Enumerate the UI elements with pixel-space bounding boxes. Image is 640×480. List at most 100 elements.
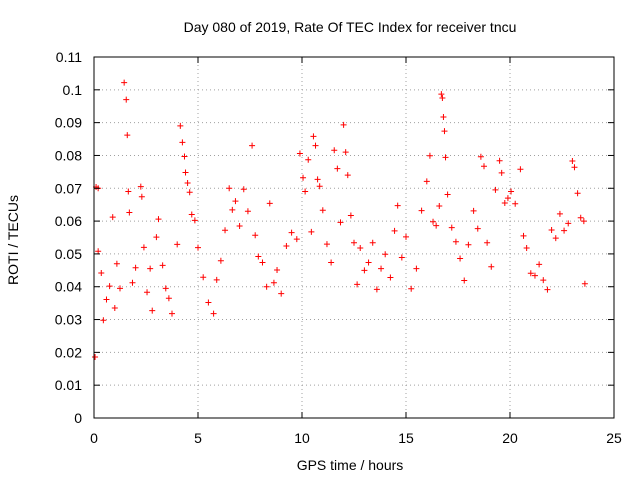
data-point — [95, 248, 102, 255]
data-point — [430, 218, 437, 225]
data-point — [296, 150, 303, 157]
data-point — [461, 277, 468, 284]
data-point — [259, 259, 266, 266]
data-point — [195, 244, 201, 251]
data-point — [249, 142, 256, 149]
data-point — [457, 255, 464, 262]
data-point — [423, 178, 430, 185]
data-point — [165, 295, 172, 302]
data-point — [305, 156, 312, 163]
data-point — [266, 200, 273, 207]
data-point — [210, 310, 217, 317]
data-point — [361, 267, 368, 274]
grid — [94, 57, 614, 418]
data-point — [213, 276, 220, 283]
data-point — [236, 223, 243, 230]
data-point — [403, 233, 409, 240]
data-point — [159, 262, 166, 269]
data-point — [387, 274, 394, 281]
data-point — [300, 174, 307, 181]
data-point — [448, 224, 455, 231]
data-point — [184, 180, 191, 187]
data-point — [470, 207, 477, 214]
data-point — [496, 157, 503, 164]
data-point — [302, 188, 309, 195]
data-point — [488, 263, 495, 270]
data-point — [334, 165, 341, 172]
y-tick-label: 0 — [74, 410, 82, 426]
data-point — [340, 121, 347, 128]
data-point — [357, 245, 364, 252]
data-point — [544, 286, 551, 293]
data-point — [263, 283, 270, 290]
data-point — [481, 163, 487, 170]
data-point — [174, 241, 181, 248]
data-point — [177, 122, 184, 129]
data-point — [109, 214, 116, 221]
y-tick-label: 0.06 — [55, 213, 82, 229]
data-point — [278, 290, 285, 297]
data-point — [418, 207, 425, 214]
data-point — [92, 353, 99, 360]
data-point — [310, 133, 317, 140]
axis-ticks: 0 5 10 15 20 25 0 0.01 0.02 0.03 0.04 0.05 0.06 0.07 0… — [55, 49, 622, 446]
data-point — [137, 183, 144, 190]
data-point — [274, 266, 281, 273]
data-point — [501, 200, 508, 207]
data-point — [438, 91, 445, 98]
y-tick-label: 0.03 — [55, 312, 82, 328]
chart-title: Day 080 of 2019, Rate Of TEC Index for r… — [184, 19, 517, 35]
y-tick-label: 0.08 — [55, 147, 82, 163]
data-point — [319, 207, 326, 214]
data-point — [398, 254, 405, 261]
data-point — [571, 164, 578, 171]
y-tick-label: 0.04 — [55, 279, 82, 295]
data-point — [132, 264, 139, 271]
data-point — [556, 210, 563, 217]
data-point — [474, 225, 481, 232]
data-point — [121, 79, 128, 86]
data-point — [365, 259, 372, 266]
x-tick-label: 0 — [90, 430, 98, 446]
data-point — [103, 296, 110, 303]
data-point — [229, 206, 236, 213]
x-axis-label: GPS time / hours — [297, 457, 404, 473]
data-point — [252, 232, 259, 239]
data-point — [452, 238, 459, 245]
data-point — [270, 279, 277, 286]
data-point — [344, 172, 351, 179]
data-point — [232, 198, 239, 205]
data-point — [124, 132, 131, 139]
data-point — [226, 185, 233, 192]
data-point — [548, 226, 555, 233]
data-point — [316, 183, 323, 190]
data-point — [314, 176, 321, 183]
data-point — [255, 253, 262, 260]
data-point — [581, 280, 588, 287]
x-tick-label: 15 — [398, 430, 414, 446]
data-point — [138, 193, 145, 200]
data-point — [100, 317, 107, 324]
data-point — [517, 166, 524, 173]
data-point — [111, 305, 118, 312]
data-point — [331, 147, 338, 154]
x-tick-label: 5 — [194, 430, 202, 446]
data-point — [580, 218, 587, 225]
y-axis-label: ROTI / TECUs — [5, 195, 21, 285]
data-point — [328, 259, 335, 266]
data-point — [162, 285, 169, 292]
data-point — [465, 241, 472, 248]
data-point — [244, 208, 251, 215]
data-point — [337, 219, 344, 226]
data-point — [552, 235, 559, 242]
data-point — [504, 195, 511, 202]
data-point — [444, 191, 451, 198]
data-point — [140, 244, 147, 251]
data-point — [240, 186, 247, 193]
data-point — [569, 158, 576, 165]
data-point — [169, 310, 175, 317]
data-point — [308, 228, 315, 235]
data-point — [293, 236, 300, 243]
